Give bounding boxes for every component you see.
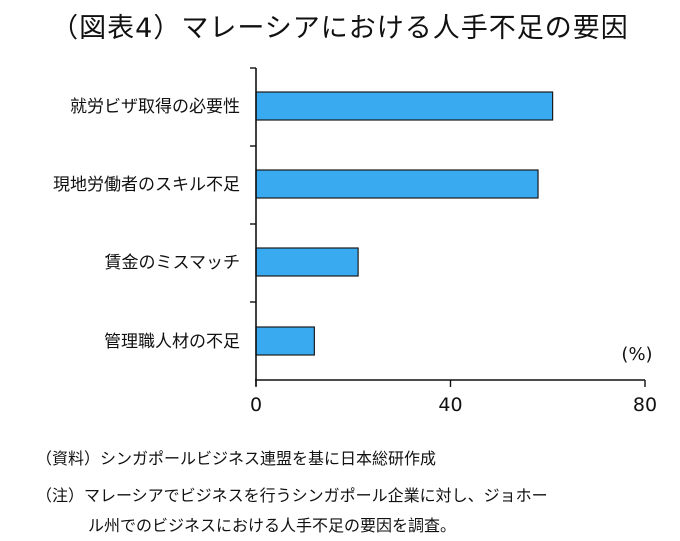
bar-0 — [255, 91, 554, 121]
axes-layer — [250, 67, 646, 387]
chart-title: （図表4）マレーシアにおける人手不足の要因 — [51, 13, 629, 44]
bars-layer — [255, 91, 554, 356]
labels-layer: 0 40 80 就労ビザ取得の必要性現地労働者のスキル不足賃金のミスマッチ管理職人材の… — [53, 97, 657, 416]
category-label-1: 現地労働者のスキル不足 — [53, 175, 240, 195]
bar-3 — [255, 326, 315, 356]
x-tick-label-0: 0 — [250, 394, 262, 416]
footnote-line-1: （注）マレーシアでビジネスを行うシンガポール企業に対し、ジョホー — [36, 486, 548, 505]
x-tick-label-1: 40 — [438, 394, 462, 416]
footnote-line-2: ル州でのビジネスにおける人手不足の要因を調査。 — [88, 516, 457, 535]
category-label-3: 管理職人材の不足 — [104, 332, 240, 352]
bar-2 — [255, 247, 359, 277]
bar-1 — [255, 169, 539, 199]
source-note: （資料）シンガポールビジネス連盟を基に日本総研作成 — [36, 449, 437, 468]
unit-label: (%) — [621, 344, 652, 365]
category-label-2: 賃金のミスマッチ — [105, 253, 241, 273]
x-tick-label-2: 80 — [633, 394, 657, 416]
category-label-0: 就労ビザ取得の必要性 — [70, 97, 240, 117]
